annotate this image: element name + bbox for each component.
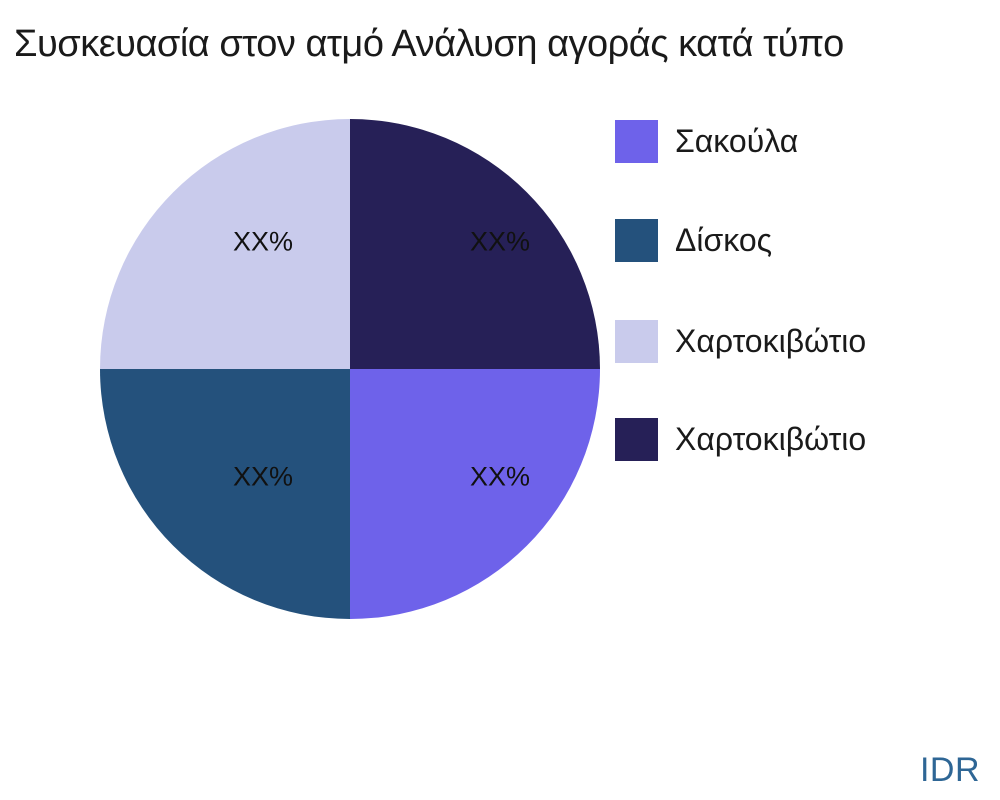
legend-item: Σακούλα bbox=[615, 120, 798, 163]
watermark-idr: IDR bbox=[919, 751, 980, 789]
slice-value-label-bottom-right: XX% bbox=[469, 461, 531, 492]
slice-value-label-top-left: XX% bbox=[232, 226, 294, 257]
legend-swatch bbox=[615, 320, 658, 363]
pie-slice-bottom-left bbox=[100, 369, 350, 619]
pie-slice-top-right bbox=[350, 119, 600, 369]
pie-slice-bottom-right bbox=[350, 369, 600, 619]
legend-swatch bbox=[615, 418, 658, 461]
legend-label: Σακούλα bbox=[675, 123, 799, 159]
slice-value-label-top-right: XX% bbox=[469, 226, 531, 257]
legend-item: Χαρτοκιβώτιο bbox=[615, 320, 866, 363]
pie-chart bbox=[100, 119, 600, 619]
legend-swatch bbox=[615, 219, 658, 262]
legend-swatch bbox=[615, 120, 658, 163]
slice-value-label-bottom-left: XX% bbox=[232, 461, 294, 492]
legend-label: Δίσκος bbox=[675, 222, 773, 258]
legend-item: Χαρτοκιβώτιο bbox=[615, 418, 866, 461]
chart-title: Συσκευασία στον ατμό Ανάλυση αγοράς κατά… bbox=[14, 23, 844, 65]
legend-item: Δίσκος bbox=[615, 219, 772, 262]
legend-label: Χαρτοκιβώτιο bbox=[675, 421, 867, 457]
legend: Σακούλα Δίσκος Χαρτοκιβώτιο Χαρτοκιβώτιο bbox=[615, 0, 975, 500]
pie-slice-top-left bbox=[100, 119, 350, 369]
legend-label: Χαρτοκιβώτιο bbox=[675, 323, 867, 359]
